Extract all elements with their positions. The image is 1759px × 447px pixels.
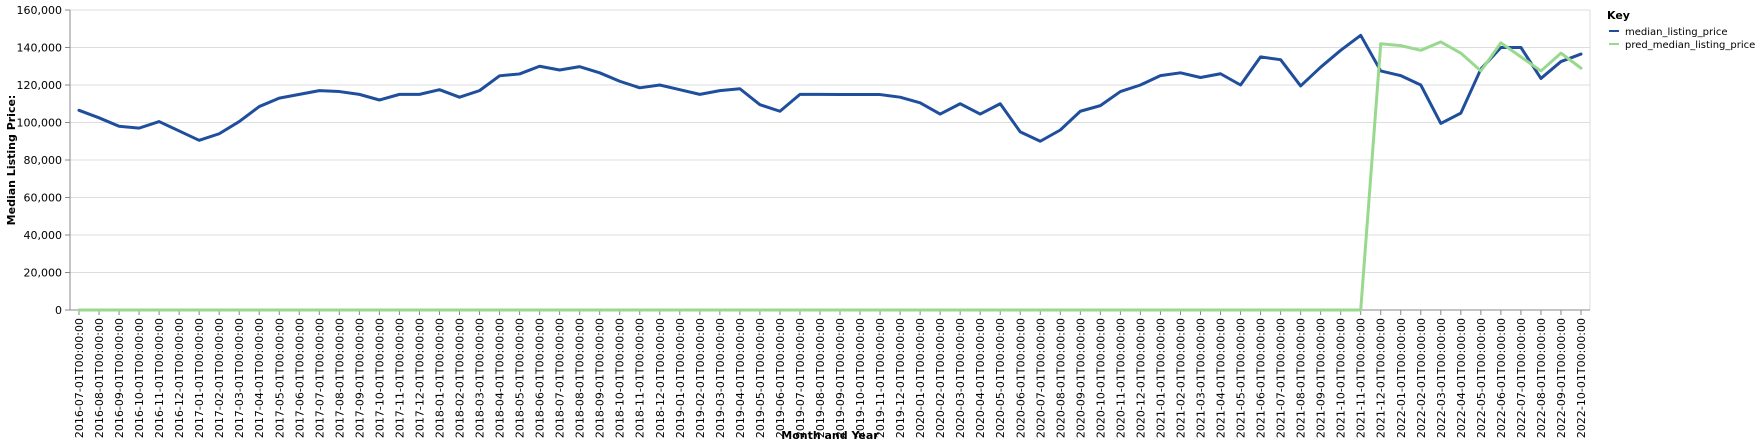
x-tick-label: 2021-09-01T00:00:00	[1315, 318, 1328, 438]
x-tick-label: 2018-01-01T00:00:00	[433, 318, 446, 438]
x-tick-label: 2020-04-01T00:00:00	[974, 318, 987, 438]
x-tick-label: 2019-12-01T00:00:00	[894, 318, 907, 438]
x-tick-label: 2019-09-01T00:00:00	[834, 318, 847, 438]
x-tick-label: 2022-08-01T00:00:00	[1535, 318, 1548, 438]
x-tick-label: 2016-08-01T00:00:00	[93, 318, 106, 438]
x-tick-label: 2017-07-01T00:00:00	[313, 318, 326, 438]
x-tick-label: 2019-06-01T00:00:00	[774, 318, 787, 438]
x-tick-label: 2022-02-01T00:00:00	[1415, 318, 1428, 438]
legend: Key median_listing_price pred_median_list…	[1607, 9, 1755, 51]
y-tick-label: 160,000	[17, 4, 63, 17]
legend-title: Key	[1607, 9, 1630, 22]
x-tick-label: 2019-04-01T00:00:00	[734, 318, 747, 438]
x-tick-label: 2022-07-01T00:00:00	[1515, 318, 1528, 438]
x-tick-label: 2017-11-01T00:00:00	[393, 318, 406, 438]
x-tick-label: 2021-11-01T00:00:00	[1355, 318, 1368, 438]
x-tick-label: 2022-03-01T00:00:00	[1435, 318, 1448, 438]
x-tick-label: 2020-05-01T00:00:00	[994, 318, 1007, 438]
x-tick-label: 2018-08-01T00:00:00	[574, 318, 587, 438]
x-tick-label: 2021-12-01T00:00:00	[1375, 318, 1388, 438]
x-axis: 2016-07-01T00:00:00 2016-08-01T00:00:00 20…	[70, 309, 1590, 438]
x-tick-label: 2017-08-01T00:00:00	[333, 318, 346, 438]
x-tick-label: 2016-12-01T00:00:00	[173, 318, 186, 438]
x-tick-label: 2018-05-01T00:00:00	[514, 318, 527, 438]
x-tick-label: 2017-06-01T00:00:00	[293, 318, 306, 438]
x-tick-label: 2018-06-01T00:00:00	[534, 318, 547, 438]
x-tick-label: 2019-05-01T00:00:00	[754, 318, 767, 438]
y-tick-label: 120,000	[17, 79, 63, 92]
series-line-median-listing-price	[77, 33, 1583, 143]
x-tick-label: 2022-09-01T00:00:00	[1555, 318, 1568, 438]
x-tick-label: 2018-07-01T00:00:00	[554, 318, 567, 438]
x-tick-label: 2019-08-01T00:00:00	[814, 318, 827, 438]
x-tick-label: 2021-04-01T00:00:00	[1215, 318, 1228, 438]
x-tick-label: 2021-06-01T00:00:00	[1255, 318, 1268, 438]
y-tick-label: 80,000	[24, 154, 63, 167]
x-tick-label: 2021-01-01T00:00:00	[1154, 318, 1167, 438]
x-tick-label: 2016-09-01T00:00:00	[113, 318, 126, 438]
x-tick-label: 2018-12-01T00:00:00	[654, 318, 667, 438]
x-tick-label: 2020-03-01T00:00:00	[954, 318, 967, 438]
x-tick-label: 2019-11-01T00:00:00	[874, 318, 887, 438]
x-tick-label: 2016-10-01T00:00:00	[133, 318, 146, 438]
x-tick-label: 2018-11-01T00:00:00	[634, 318, 647, 438]
x-tick-label: 2020-07-01T00:00:00	[1034, 318, 1047, 438]
x-tick-label: 2017-04-01T00:00:00	[253, 318, 266, 438]
x-tick-label: 2021-03-01T00:00:00	[1194, 318, 1207, 438]
x-tick-label: 2021-05-01T00:00:00	[1235, 318, 1248, 438]
y-tick-label: 0	[55, 304, 62, 317]
x-tick-label: 2021-10-01T00:00:00	[1335, 318, 1348, 438]
x-tick-label: 2022-05-01T00:00:00	[1475, 318, 1488, 438]
x-tick-label: 2017-05-01T00:00:00	[273, 318, 286, 438]
y-tick-label: 60,000	[24, 192, 63, 205]
x-tick-label: 2020-12-01T00:00:00	[1134, 318, 1147, 438]
x-tick-label: 2018-10-01T00:00:00	[614, 318, 627, 438]
x-tick-label: 2020-10-01T00:00:00	[1094, 318, 1107, 438]
x-tick-label: 2020-08-01T00:00:00	[1054, 318, 1067, 438]
legend-label: median_listing_price	[1625, 27, 1728, 38]
y-tick-label: 40,000	[24, 229, 63, 242]
x-tick-label: 2020-01-01T00:00:00	[914, 318, 927, 438]
x-tick-label: 2019-01-01T00:00:00	[674, 318, 687, 438]
y-axis: 0 20,000 40,000 60,000 80,000 100,000 120,000 1…	[17, 4, 71, 317]
legend-label: pred_median_listing_price	[1625, 40, 1755, 51]
x-tick-label: 2018-03-01T00:00:00	[474, 318, 487, 438]
x-tick-label: 2021-02-01T00:00:00	[1174, 318, 1187, 438]
x-tick-label: 2017-02-01T00:00:00	[213, 318, 226, 438]
x-tick-label: 2018-09-01T00:00:00	[594, 318, 607, 438]
x-tick-label: 2018-02-01T00:00:00	[454, 318, 467, 438]
x-tick-label: 2019-02-01T00:00:00	[694, 318, 707, 438]
x-tick-label: 2020-11-01T00:00:00	[1114, 318, 1127, 438]
x-tick-label: 2017-12-01T00:00:00	[413, 318, 426, 438]
y-axis-title: Median Listing Price:	[5, 95, 18, 226]
x-tick-label: 2020-09-01T00:00:00	[1074, 318, 1087, 438]
x-tick-label: 2021-07-01T00:00:00	[1275, 318, 1288, 438]
x-tick-label: 2022-04-01T00:00:00	[1455, 318, 1468, 438]
x-tick-label: 2016-11-01T00:00:00	[153, 318, 166, 438]
x-tick-label: 2019-10-01T00:00:00	[854, 318, 867, 438]
x-tick-label: 2022-10-01T00:00:00	[1575, 318, 1588, 438]
x-tick-label: 2021-08-01T00:00:00	[1295, 318, 1308, 438]
x-tick-label: 2019-03-01T00:00:00	[714, 318, 727, 438]
x-tick-label: 2022-01-01T00:00:00	[1395, 318, 1408, 438]
x-axis-title: Month and Year	[781, 429, 879, 442]
x-tick-label: 2016-07-01T00:00:00	[73, 318, 86, 438]
x-tick-label: 2017-03-01T00:00:00	[233, 318, 246, 438]
grid-lines	[70, 9, 1591, 311]
x-tick-label: 2020-02-01T00:00:00	[934, 318, 947, 438]
series-lines	[77, 33, 1583, 312]
x-tick-label: 2020-06-01T00:00:00	[1014, 318, 1027, 438]
x-tick-label: 2017-10-01T00:00:00	[373, 318, 386, 438]
y-tick-label: 100,000	[17, 117, 63, 130]
x-tick-label: 2022-06-01T00:00:00	[1495, 318, 1508, 438]
x-tick-label: 2017-09-01T00:00:00	[353, 318, 366, 438]
x-tick-label: 2018-04-01T00:00:00	[494, 318, 507, 438]
y-tick-label: 140,000	[17, 42, 63, 55]
x-tick-label: 2019-07-01T00:00:00	[794, 318, 807, 438]
y-tick-label: 20,000	[24, 267, 63, 280]
x-tick-label: 2017-01-01T00:00:00	[193, 318, 206, 438]
series-line-pred-median-listing-price	[77, 40, 1583, 312]
